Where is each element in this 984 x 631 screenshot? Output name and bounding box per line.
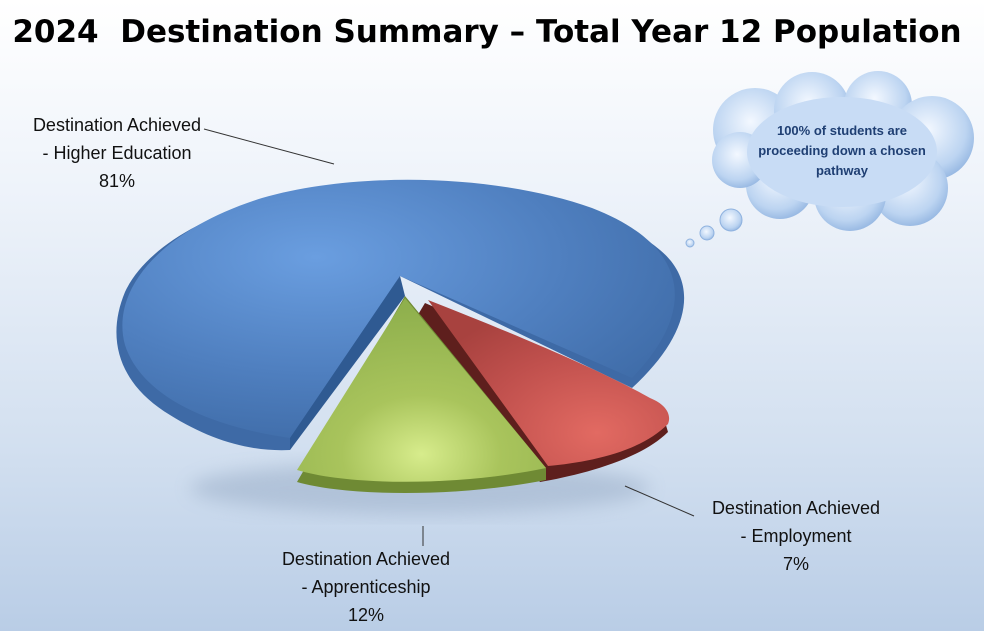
label-employment-line2: - Employment [740,526,852,546]
leader-line-higher-education [203,128,335,165]
label-employment-line1: Destination Achieved [711,498,881,518]
chart-title: 2024 Destination Summary – Total Year 12… [12,14,962,50]
pie-slice-higher-education [116,179,685,451]
slice-label-higher-education: Destination Achieved - Higher Education … [2,111,232,195]
label-higher-education-percent: 81% [98,171,136,191]
label-apprenticeship-percent: 12% [347,605,385,625]
slice-label-employment: Destination Achieved - Employment 7% [686,494,906,578]
label-apprenticeship-line1: Destination Achieved [281,549,451,569]
pie-slice-employment [416,300,670,482]
slice-label-apprenticeship: Destination Achieved - Apprenticeship 12… [256,545,476,629]
callout-text: 100% of students are proceeding down a c… [758,123,926,178]
callout-cloud [685,71,974,248]
label-higher-education-line2: - Higher Education [42,143,192,163]
leader-line-employment [624,485,695,517]
label-higher-education-line1: Destination Achieved [32,115,202,135]
label-apprenticeship-line2: - Apprenticeship [301,577,431,597]
pie-slice-apprenticeship [297,296,546,494]
label-employment-percent: 7% [782,554,809,574]
